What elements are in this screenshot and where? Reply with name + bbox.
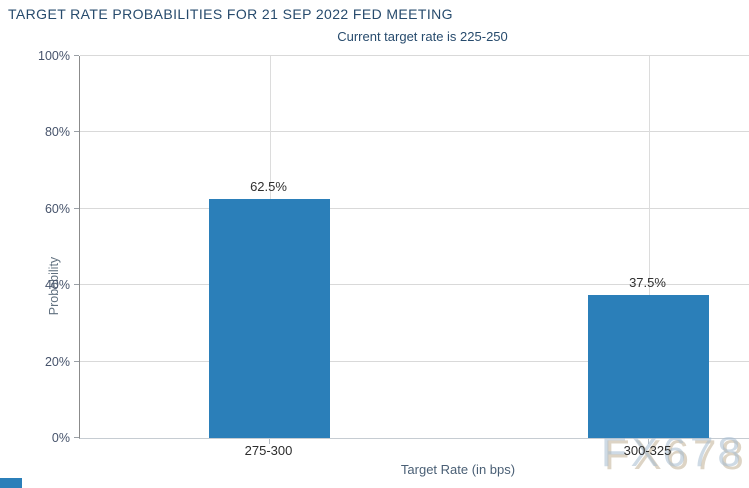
- y-tick-label: 60%: [44, 201, 70, 216]
- category-gridline: [649, 56, 650, 438]
- x-tick-label: 275-300: [244, 443, 293, 458]
- y-tick-mark: [74, 437, 79, 438]
- y-tick-label: 100%: [38, 49, 70, 63]
- chart-subtitle: Current target rate is 225-250: [337, 29, 508, 44]
- y-tick-mark: [74, 360, 79, 362]
- x-tick-mark: [648, 439, 649, 444]
- y-tick-mark: [74, 55, 79, 56]
- y-tick-mark: [74, 207, 79, 209]
- x-axis-title: Target Rate (in bps): [400, 462, 516, 477]
- bar-value-label: 37.5%: [629, 275, 666, 290]
- x-tick-label: 300-325: [623, 443, 672, 458]
- y-gridline: [80, 284, 749, 286]
- y-tick-mark: [74, 131, 79, 133]
- chart-title: TARGET RATE PROBABILITIES FOR 21 SEP 202…: [8, 6, 453, 22]
- y-gridline: [80, 131, 749, 133]
- plot-area: [79, 55, 749, 439]
- bar-value-label: 62.5%: [250, 179, 287, 194]
- y-gridline: [80, 360, 749, 362]
- y-gridline: [80, 55, 749, 56]
- probability-bar: [588, 295, 709, 438]
- corner-blue-square: [0, 478, 22, 488]
- y-tick-label: 0%: [51, 431, 70, 445]
- x-tick-mark: [269, 439, 270, 444]
- probability-bar: [209, 199, 330, 438]
- y-tick-label: 40%: [44, 278, 70, 293]
- y-tick-label: 20%: [44, 354, 70, 369]
- y-tick-mark: [74, 284, 79, 286]
- y-tick-label: 80%: [44, 125, 70, 140]
- y-gridline: [80, 207, 749, 209]
